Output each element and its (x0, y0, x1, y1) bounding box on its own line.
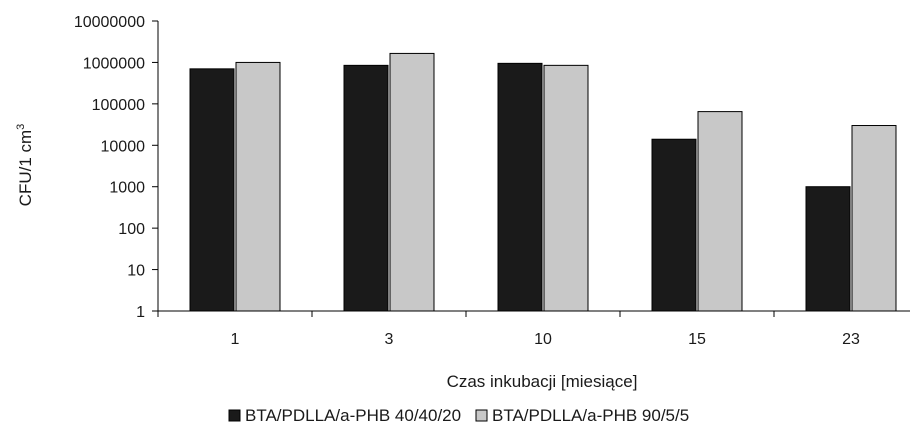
legend-label: BTA/PDLLA/a-PHB 40/40/20 (245, 406, 461, 425)
x-tick-label: 15 (688, 331, 706, 348)
y-tick-label: 1000 (109, 180, 145, 197)
bars (189, 52, 897, 312)
y-tick-label: 1000000 (83, 55, 145, 72)
bar-series-1-23 (805, 186, 851, 312)
legend: BTA/PDLLA/a-PHB 40/40/20 BTA/PDLLA/a-PHB … (228, 406, 689, 425)
x-tick-label: 23 (842, 331, 860, 348)
y-tick-label: 10 (127, 263, 145, 280)
x-axis: 1 3 10 15 23 (157, 310, 910, 348)
legend-swatch (228, 409, 241, 422)
bar-series-2-23 (851, 125, 897, 312)
y-axis: 1 10 100 1000 10000 100000 1000000 10000000 (74, 14, 159, 321)
bar-series-2-10 (543, 64, 589, 312)
x-tick-label: 1 (231, 331, 240, 348)
bar-series-1-15 (651, 138, 697, 312)
bar-series-1-1 (189, 68, 235, 312)
legend-swatch (475, 409, 488, 422)
y-tick-label: 100 (118, 221, 145, 238)
legend-label: BTA/PDLLA/a-PHB 90/5/5 (492, 406, 689, 425)
y-tick-label: 10000000 (74, 14, 145, 31)
y-tick-label: 10000 (101, 138, 146, 155)
y-tick-label: 1 (136, 304, 145, 321)
y-tick-label: 100000 (92, 97, 145, 114)
x-tick-label: 10 (534, 331, 552, 348)
y-axis-title: CFU/1 cm3 (15, 124, 35, 207)
bar-series-2-1 (235, 61, 281, 312)
x-tick-label: 3 (385, 331, 394, 348)
bar-series-2-3 (389, 52, 435, 312)
bar-series-1-10 (497, 62, 543, 312)
bar-series-2-15 (697, 111, 743, 312)
bar-series-1-3 (343, 64, 389, 312)
x-axis-title: Czas inkubacji [miesiące] (447, 372, 638, 391)
